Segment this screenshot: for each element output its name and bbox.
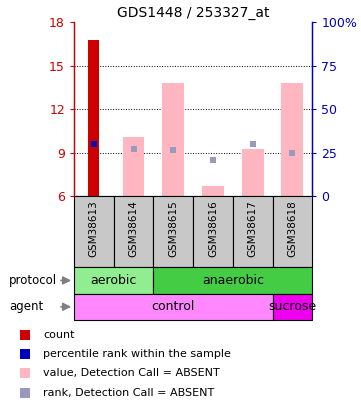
Bar — [193, 196, 233, 267]
Bar — [242, 149, 264, 196]
Bar — [153, 267, 312, 294]
Bar — [153, 196, 193, 267]
Text: value, Detection Call = ABSENT: value, Detection Call = ABSENT — [43, 369, 220, 378]
Bar — [202, 186, 224, 196]
Bar — [233, 196, 273, 267]
Bar — [162, 83, 184, 196]
Text: protocol: protocol — [9, 274, 57, 287]
Text: GSM38617: GSM38617 — [248, 200, 258, 257]
Text: agent: agent — [9, 300, 43, 313]
Text: sucrose: sucrose — [268, 300, 317, 313]
Text: GSM38614: GSM38614 — [129, 200, 139, 257]
Bar — [273, 294, 312, 320]
Text: GSM38613: GSM38613 — [89, 200, 99, 257]
Bar — [88, 40, 99, 196]
Bar — [123, 137, 144, 196]
Bar — [282, 83, 303, 196]
Bar — [273, 196, 312, 267]
Title: GDS1448 / 253327_at: GDS1448 / 253327_at — [117, 6, 269, 20]
Bar — [74, 196, 114, 267]
Text: GSM38615: GSM38615 — [168, 200, 178, 257]
Bar — [74, 294, 273, 320]
Text: GSM38616: GSM38616 — [208, 200, 218, 257]
Text: count: count — [43, 330, 74, 339]
Text: rank, Detection Call = ABSENT: rank, Detection Call = ABSENT — [43, 388, 214, 398]
Text: anaerobic: anaerobic — [202, 274, 264, 287]
Text: percentile rank within the sample: percentile rank within the sample — [43, 349, 231, 359]
Text: control: control — [152, 300, 195, 313]
Text: aerobic: aerobic — [91, 274, 137, 287]
Text: GSM38618: GSM38618 — [287, 200, 297, 257]
Bar — [74, 267, 153, 294]
Bar — [114, 196, 153, 267]
